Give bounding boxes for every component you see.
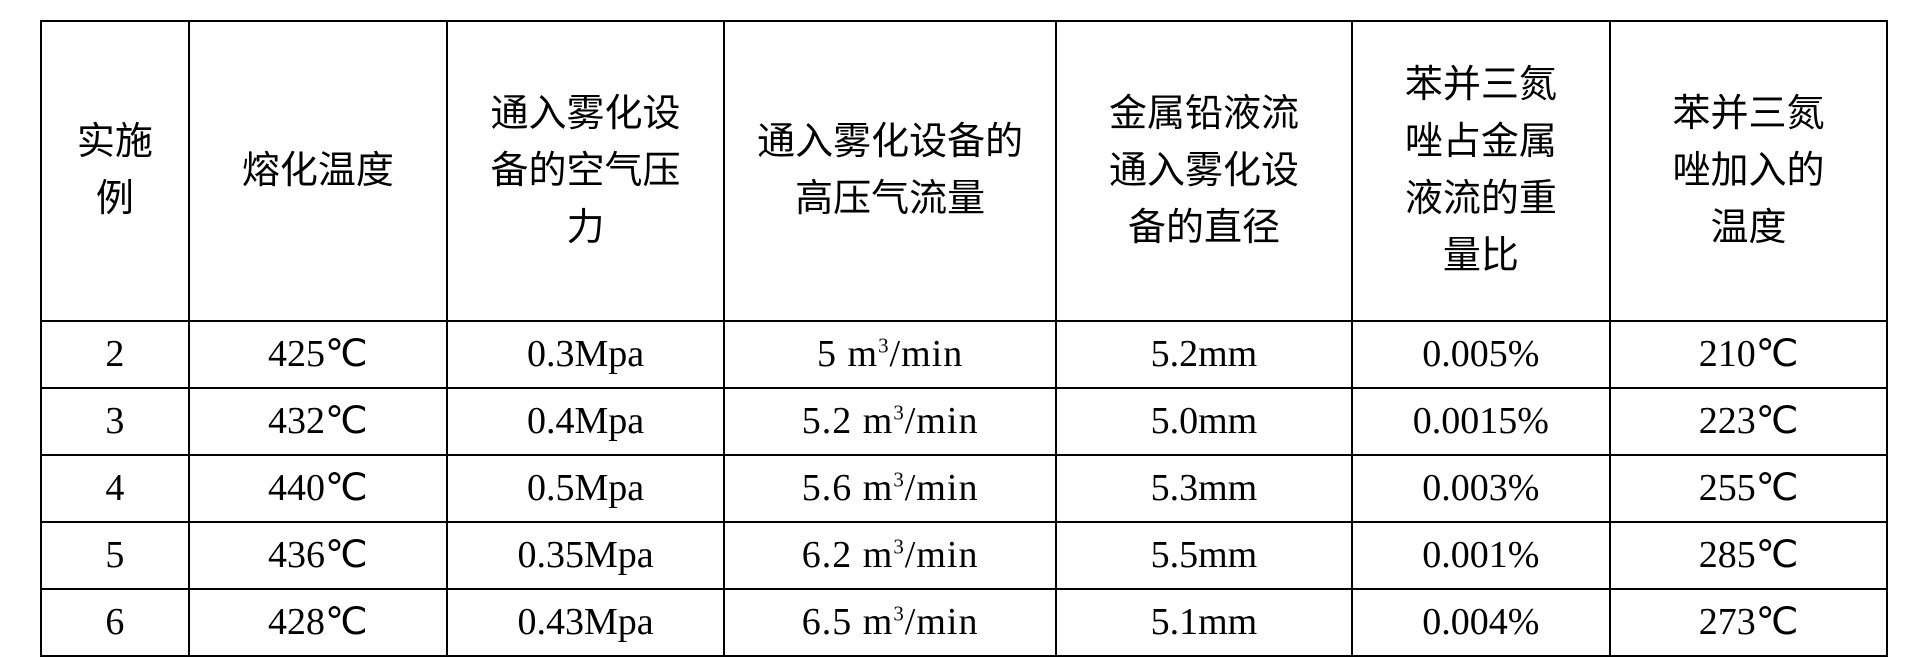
column-header: 实施例 <box>41 21 189 321</box>
cell-bt-ratio: 0.001% <box>1352 522 1610 589</box>
cell-air-pressure: 0.4Mpa <box>447 388 724 455</box>
cell-diameter: 5.2mm <box>1056 321 1351 388</box>
cell-air-pressure: 0.35Mpa <box>447 522 724 589</box>
cell-bt-temp: 223℃ <box>1610 388 1887 455</box>
table-header-row: 实施例熔化温度通入雾化设备的空气压力通入雾化设备的高压气流量金属铅液流通入雾化设… <box>41 21 1887 321</box>
cell-bt-ratio: 0.004% <box>1352 589 1610 656</box>
table-row: 5436℃0.35Mpa6.2 m3/min5.5mm0.001%285℃ <box>41 522 1887 589</box>
column-header: 苯并三氮唑占金属液流的重量比 <box>1352 21 1610 321</box>
column-header: 熔化温度 <box>189 21 447 321</box>
cell-diameter: 5.5mm <box>1056 522 1351 589</box>
cell-example-id: 2 <box>41 321 189 388</box>
cell-gas-flow: 5.6 m3/min <box>724 455 1056 522</box>
cell-bt-temp: 210℃ <box>1610 321 1887 388</box>
cell-air-pressure: 0.43Mpa <box>447 589 724 656</box>
cell-gas-flow: 5.2 m3/min <box>724 388 1056 455</box>
cell-gas-flow: 6.5 m3/min <box>724 589 1056 656</box>
table-row: 6428℃0.43Mpa6.5 m3/min5.1mm0.004%273℃ <box>41 589 1887 656</box>
cell-bt-temp: 255℃ <box>1610 455 1887 522</box>
cell-diameter: 5.3mm <box>1056 455 1351 522</box>
column-header: 苯并三氮唑加入的温度 <box>1610 21 1887 321</box>
cell-bt-ratio: 0.005% <box>1352 321 1610 388</box>
cell-melt-temp: 428℃ <box>189 589 447 656</box>
parameters-table: 实施例熔化温度通入雾化设备的空气压力通入雾化设备的高压气流量金属铅液流通入雾化设… <box>40 20 1888 657</box>
cell-melt-temp: 432℃ <box>189 388 447 455</box>
cell-diameter: 5.0mm <box>1056 388 1351 455</box>
cell-example-id: 4 <box>41 455 189 522</box>
cell-melt-temp: 436℃ <box>189 522 447 589</box>
column-header: 金属铅液流通入雾化设备的直径 <box>1056 21 1351 321</box>
cell-melt-temp: 440℃ <box>189 455 447 522</box>
column-header: 通入雾化设备的空气压力 <box>447 21 724 321</box>
cell-gas-flow: 6.2 m3/min <box>724 522 1056 589</box>
table-row: 2425℃0.3Mpa5 m3/min5.2mm0.005%210℃ <box>41 321 1887 388</box>
cell-air-pressure: 0.5Mpa <box>447 455 724 522</box>
cell-bt-ratio: 0.003% <box>1352 455 1610 522</box>
table-row: 4440℃0.5Mpa5.6 m3/min5.3mm0.003%255℃ <box>41 455 1887 522</box>
cell-gas-flow: 5 m3/min <box>724 321 1056 388</box>
cell-bt-temp: 273℃ <box>1610 589 1887 656</box>
cell-example-id: 5 <box>41 522 189 589</box>
table-row: 3432℃0.4Mpa5.2 m3/min5.0mm0.0015%223℃ <box>41 388 1887 455</box>
cell-example-id: 3 <box>41 388 189 455</box>
column-header: 通入雾化设备的高压气流量 <box>724 21 1056 321</box>
cell-air-pressure: 0.3Mpa <box>447 321 724 388</box>
cell-diameter: 5.1mm <box>1056 589 1351 656</box>
cell-example-id: 6 <box>41 589 189 656</box>
cell-melt-temp: 425℃ <box>189 321 447 388</box>
cell-bt-ratio: 0.0015% <box>1352 388 1610 455</box>
cell-bt-temp: 285℃ <box>1610 522 1887 589</box>
